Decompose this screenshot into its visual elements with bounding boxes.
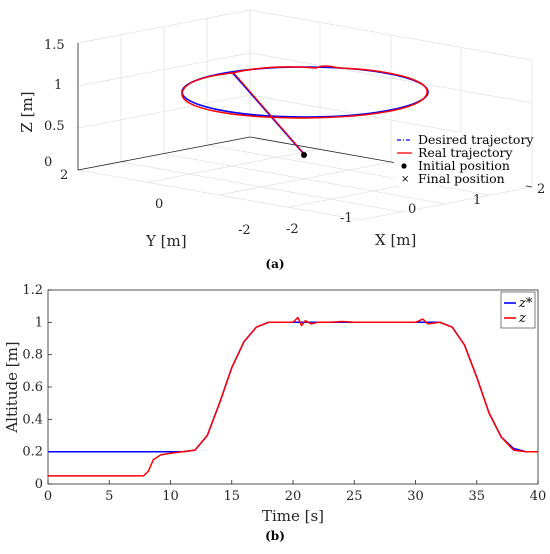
chart-3d-trajectory: 0 0.5 1 1.5 2 0 -2 -2 -1 0 1 2 Z [m] Y [… [18, 9, 545, 271]
legend-final-marker: × [401, 174, 409, 185]
altitude-axis-label: Altitude [m] [3, 341, 21, 433]
chart-altitude: 0 5 10 15 20 25 30 35 40 0 0.2 0.4 0.6 0.8 1 1.2 Time [… [3, 283, 546, 543]
series-line-z [48, 316, 538, 477]
time-axis-label: Time [s] [262, 507, 324, 525]
ticks-b: 0 5 10 15 20 25 30 35 40 0 0.2 0.4 0.6 0.8 1 1.2 [22, 283, 546, 504]
y-tick-label: 0.8 [22, 348, 43, 363]
x-tick-label: 10 [162, 489, 179, 504]
x-tick-label: 15 [223, 489, 240, 504]
legend-altitude: z* z [500, 291, 536, 329]
y-tick-label: 0 [35, 477, 43, 492]
y-tick-0: 0 [155, 197, 163, 212]
real-trajectory-circle [181, 65, 428, 119]
legend-zstar-label: z* [518, 296, 533, 311]
y-axis-line [77, 136, 251, 171]
legend-initial-label: Initial position [418, 158, 510, 173]
z-tick-1: 1 [54, 78, 62, 93]
legend-initial-marker [401, 163, 407, 169]
y-tick-neg2: -2 [238, 223, 251, 238]
x-axis-label: X [m] [375, 231, 416, 249]
series-b [48, 316, 538, 477]
y-tick-2: 2 [60, 168, 68, 183]
y-axis-label: Y [m] [145, 232, 187, 250]
plot-area-b [47, 289, 539, 485]
trajectory-3d [181, 65, 429, 158]
y-tick-label: 0.2 [22, 445, 43, 460]
caption-b: (b) [265, 529, 285, 543]
x-tick-label: 30 [407, 489, 424, 504]
x-tick-label: 35 [468, 489, 485, 504]
y-tick-label: 1 [35, 315, 43, 330]
y-tick-label: 0.4 [22, 412, 43, 427]
legend-3d-box [394, 132, 526, 186]
initial-position-marker [301, 152, 307, 158]
y-tick-label: 0.6 [22, 380, 43, 395]
legend-real-label: Real trajectory [418, 145, 513, 160]
back-wall-yz [77, 9, 251, 171]
legend-3d: Desired trajectory Real trajectory Initi… [394, 132, 534, 186]
x-tick-2: 2 [537, 182, 545, 197]
x-tick-1: 1 [473, 193, 481, 208]
caption-a: (a) [265, 257, 284, 271]
legend-desired-label: Desired trajectory [418, 132, 534, 147]
legend-z-label: z [518, 311, 526, 326]
z-tick-0: 0 [44, 155, 52, 170]
y-tick-label: 1.2 [22, 283, 43, 298]
z-axis-label: Z [m] [18, 91, 36, 132]
x-tick-label: 0 [44, 489, 52, 504]
x-tick-label: 5 [105, 489, 113, 504]
x-tick-0: 0 [408, 202, 416, 217]
legend-altitude-box [500, 291, 536, 329]
z-tick-05: 0.5 [44, 119, 65, 134]
x-tick-label: 40 [530, 489, 547, 504]
x-tick-neg1: -1 [340, 211, 353, 226]
x-tick-label: 20 [285, 489, 302, 504]
legend-final-label: Final position [418, 171, 505, 186]
x-tick-label: 25 [346, 489, 363, 504]
z-tick-15: 1.5 [44, 38, 65, 53]
x-tick-neg2: -2 [286, 222, 299, 237]
real-trajectory-ascent [232, 71, 306, 156]
